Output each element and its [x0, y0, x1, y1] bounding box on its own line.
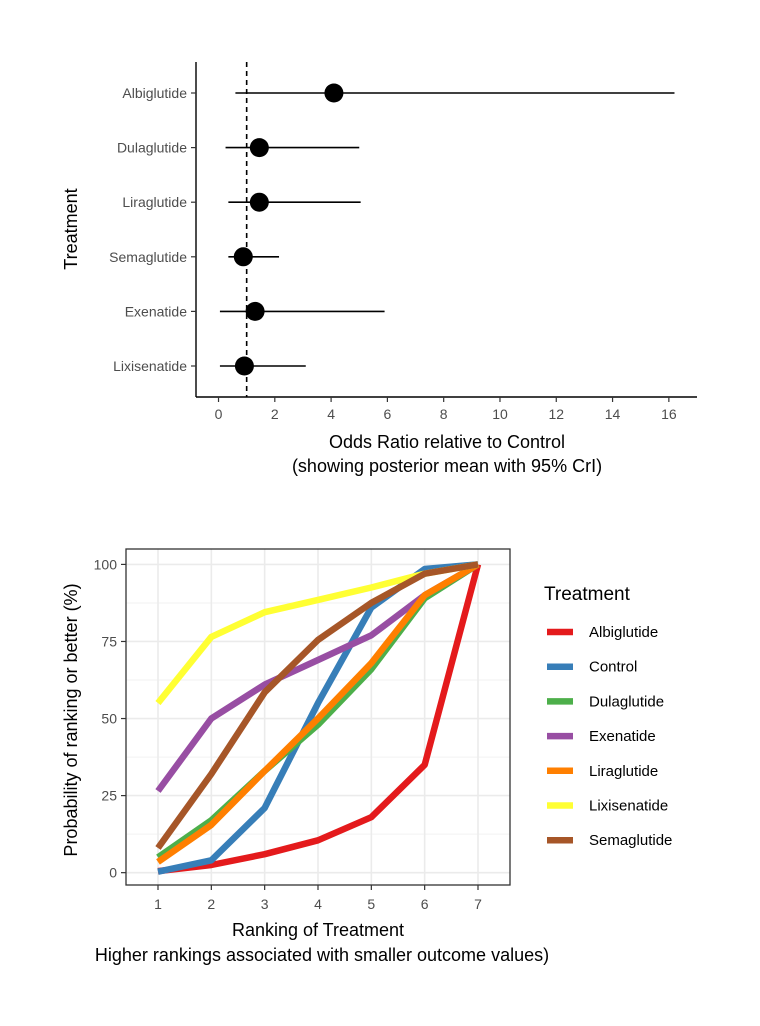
x-tick-label-10: 10 — [492, 406, 508, 422]
forest-intervals-group — [219, 92, 675, 367]
legend-title: Treatment — [544, 584, 631, 605]
rank-y-tick-label-50: 50 — [101, 711, 117, 727]
legend-label-semaglutide: Semaglutide — [589, 832, 672, 849]
rank-x-axis-title: Ranking of Treatment — [232, 920, 404, 940]
series-line-semaglutide — [155, 561, 479, 850]
rank-x-tick-label-5: 5 — [367, 896, 375, 912]
x-tick-label-8: 8 — [440, 406, 448, 422]
forest-plot: Albiglutide Dulaglutide Liraglutide Semaglu… — [61, 62, 697, 476]
legend-label-lixisenatide: Lixisenatide — [589, 798, 668, 815]
x-tick-label-2: 2 — [271, 406, 279, 422]
forest-y-axis-title: Treatment — [61, 188, 81, 269]
rank-y-axis-title: Probability of ranking or better (%) — [61, 583, 81, 856]
y-tick-label-liraglutide: Liraglutide — [122, 194, 187, 210]
rank-legend: Treatment Albiglutide Control Dulaglutide E… — [544, 584, 672, 849]
rank-x-tick-label-3: 3 — [261, 896, 269, 912]
x-tick-label-12: 12 — [548, 406, 564, 422]
forest-x-axis-subtitle: (showing posterior mean with 95% CrI) — [292, 456, 602, 476]
x-tick-label-16: 16 — [661, 406, 677, 422]
x-tick-label-4: 4 — [327, 406, 335, 422]
point-albiglutide — [324, 83, 344, 103]
forest-x-axis-title: Odds Ratio relative to Control — [329, 432, 565, 452]
rank-x-ticks-group: 1 2 3 4 5 6 7 — [154, 885, 482, 912]
rank-x-tick-label-4: 4 — [314, 896, 322, 912]
rank-y-tick-label-75: 75 — [101, 633, 117, 649]
forest-points-group — [233, 83, 344, 376]
point-liraglutide — [249, 192, 269, 212]
x-tick-label-0: 0 — [215, 406, 223, 422]
rank-y-ticks-group: 0 25 50 75 100 — [94, 556, 126, 881]
rank-x-tick-label-2: 2 — [207, 896, 215, 912]
series-line-albiglutide — [157, 563, 482, 875]
rank-y-tick-label-100: 100 — [94, 556, 118, 572]
legend-label-dulaglutide: Dulaglutide — [589, 693, 664, 710]
legend-label-exenatide: Exenatide — [589, 728, 656, 745]
y-tick-label-semaglutide: Semaglutide — [109, 249, 187, 265]
x-tick-label-6: 6 — [383, 406, 391, 422]
rank-y-tick-label-0: 0 — [109, 865, 117, 881]
series-line-control — [157, 561, 479, 875]
y-tick-label-lixisenatide: Lixisenatide — [113, 358, 187, 374]
rank-lines-group — [155, 561, 482, 875]
forest-x-ticks-group: 0 2 4 6 8 10 12 14 16 — [215, 397, 677, 422]
rank-x-tick-label-6: 6 — [421, 896, 429, 912]
y-tick-label-exenatide: Exenatide — [125, 303, 187, 319]
point-lixisenatide — [234, 356, 254, 376]
legend-label-control: Control — [589, 659, 637, 676]
forest-y-ticks-group: Albiglutide Dulaglutide Liraglutide Semaglu… — [109, 85, 196, 374]
x-tick-label-14: 14 — [605, 406, 621, 422]
point-exenatide — [245, 301, 265, 321]
rank-x-axis-subtitle: Higher rankings associated with smaller … — [95, 945, 549, 965]
y-tick-label-albiglutide: Albiglutide — [122, 85, 187, 101]
rank-y-tick-label-25: 25 — [101, 788, 117, 804]
legend-label-albiglutide: Albiglutide — [589, 624, 658, 641]
point-semaglutide — [233, 247, 253, 267]
y-tick-label-dulaglutide: Dulaglutide — [117, 140, 187, 156]
rank-x-tick-label-1: 1 — [154, 896, 162, 912]
rank-x-tick-label-7: 7 — [474, 896, 482, 912]
point-dulaglutide — [249, 138, 269, 158]
series-line-liraglutide — [156, 561, 480, 865]
legend-label-liraglutide: Liraglutide — [589, 763, 658, 780]
